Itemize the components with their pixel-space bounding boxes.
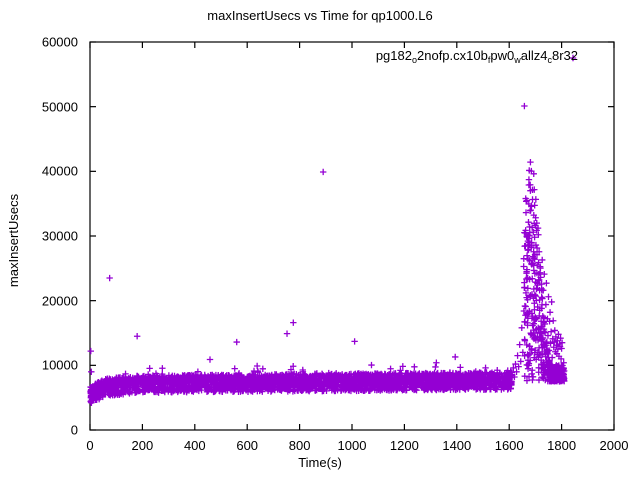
series-points xyxy=(87,102,568,406)
scatter-marker-path xyxy=(87,102,568,406)
legend-seg-2: 2nofp.cx10b xyxy=(417,48,488,63)
legend-sub-3: w xyxy=(514,55,521,65)
x-tick-label: 2000 xyxy=(599,438,629,453)
y-tick-label: 50000 xyxy=(41,99,78,115)
legend-marker-icon xyxy=(569,54,577,62)
x-tick-label: 1000 xyxy=(337,438,367,453)
legend-seg-1: pg182 xyxy=(375,48,412,63)
x-tick-label: 1800 xyxy=(547,438,577,453)
y-tick-label: 30000 xyxy=(41,228,78,244)
legend-sub-2: f xyxy=(487,55,491,65)
y-tick-label: 0 xyxy=(70,422,78,438)
x-axis-title: Time(s) xyxy=(298,455,342,470)
legend-seg-3: pw0 xyxy=(490,48,515,63)
legend-sub-1: o xyxy=(411,55,417,65)
legend-seg-4: allz4 xyxy=(520,48,548,63)
y-tick-label: 20000 xyxy=(41,293,78,309)
chart-title: maxInsertUsecs vs Time for qp1000.L6 xyxy=(207,8,433,23)
x-tick-label: 1200 xyxy=(389,438,419,453)
x-tick-label: 0 xyxy=(86,438,94,453)
legend-sub-4: c xyxy=(547,55,552,65)
x-tick-label: 1600 xyxy=(494,438,524,453)
x-tick-label: 800 xyxy=(288,438,311,453)
y-tick-label: 60000 xyxy=(41,34,78,50)
x-tick-label: 1400 xyxy=(442,438,472,453)
x-tick-label: 400 xyxy=(183,438,206,453)
legend-entry-label: pg182o2nofp.cx10bfpw0wallz4c8r32 xyxy=(375,48,578,65)
x-tick-label: 600 xyxy=(236,438,259,453)
y-tick-label: 40000 xyxy=(41,163,78,179)
y-tick-label: 10000 xyxy=(41,357,78,373)
legend-seg-5: 8r32 xyxy=(551,48,578,63)
x-tick-label: 200 xyxy=(131,438,154,453)
plot-border xyxy=(89,41,615,431)
